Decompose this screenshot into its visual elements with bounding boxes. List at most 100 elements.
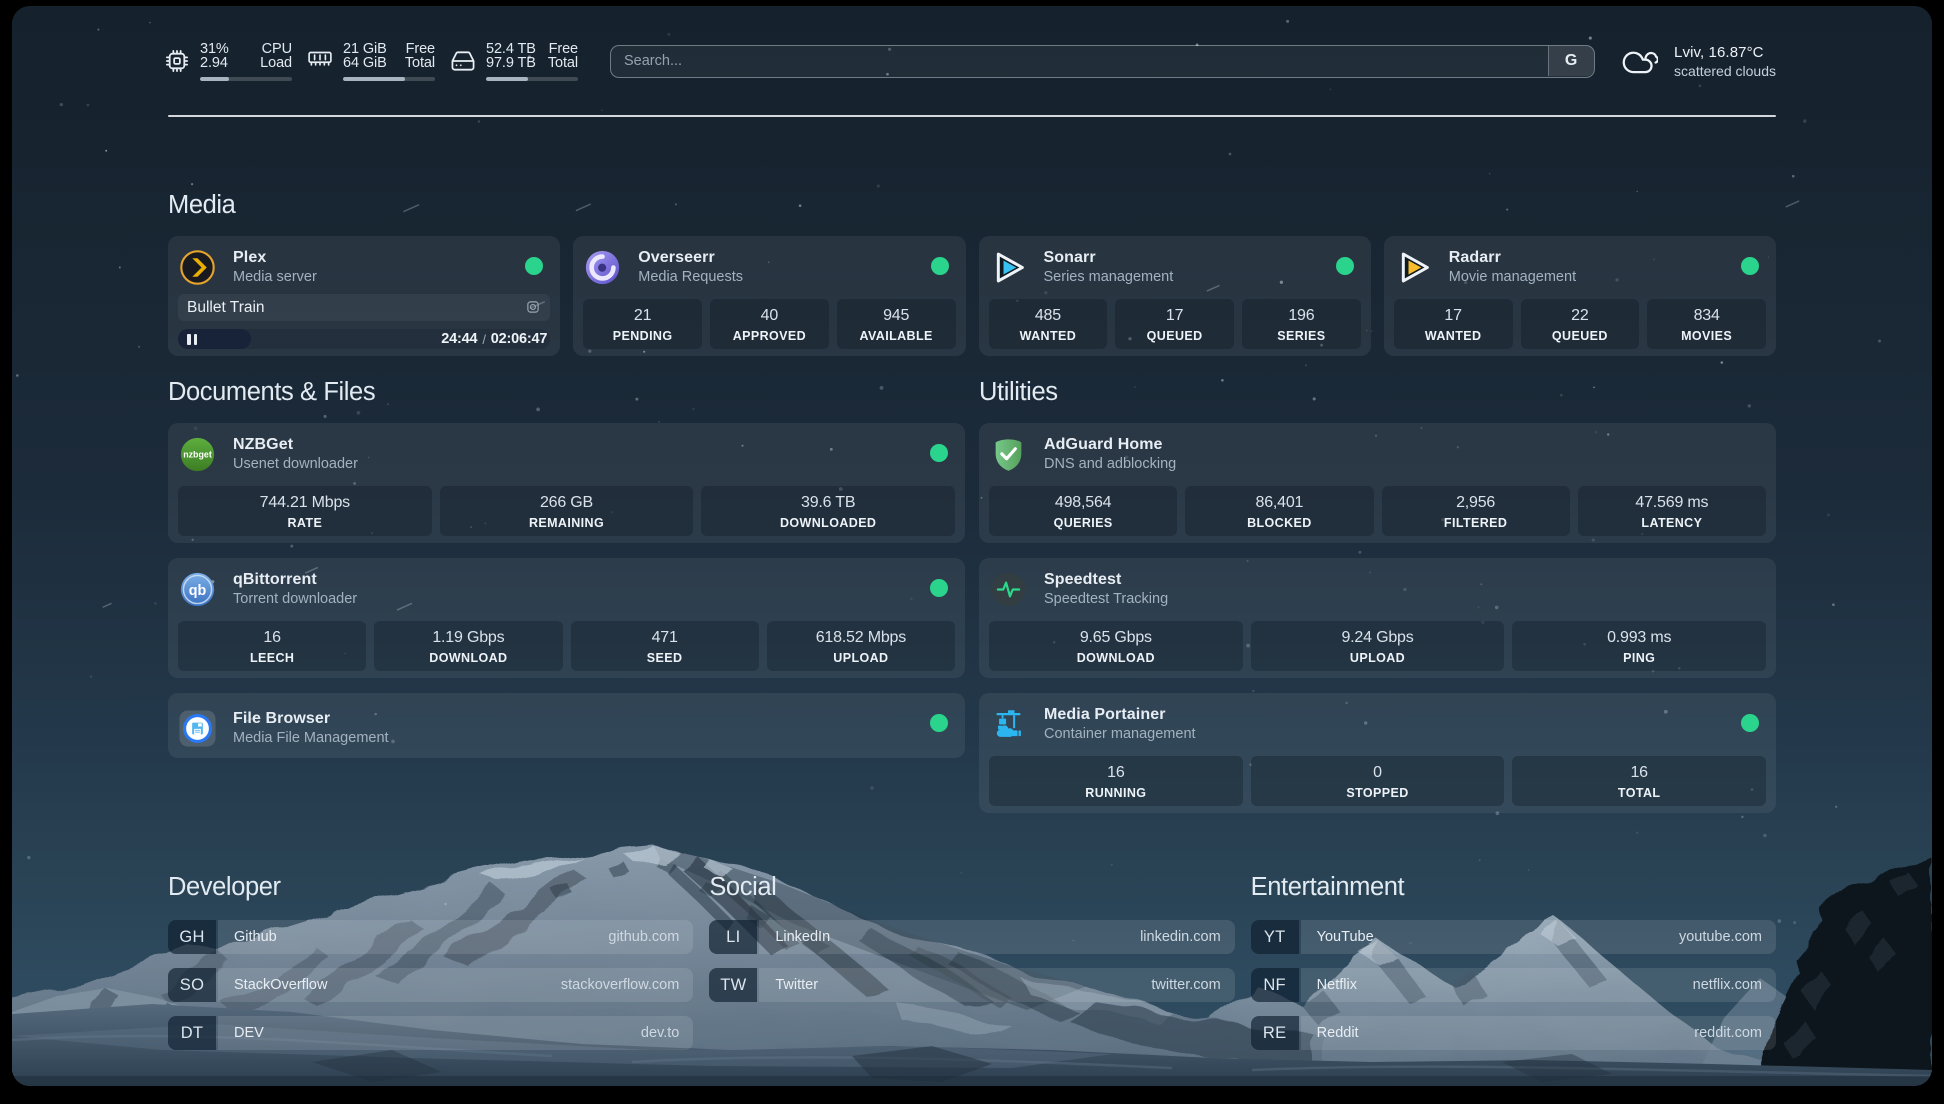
disk-icon xyxy=(450,48,476,74)
bookmark-abbr: NF xyxy=(1250,968,1299,1002)
stat-value: 744.21 Mbps xyxy=(259,494,351,511)
service-groups: Media Plex Media server Bullet Train 24:44… xyxy=(168,190,1776,834)
bookmark-groups: Developer GH Github github.com SO StackOverfl… xyxy=(168,872,1776,1050)
stat-value: 266 GB xyxy=(539,494,594,511)
bookmark-linkedin[interactable]: LI LinkedIn linkedin.com xyxy=(709,920,1235,954)
stat-available: 945 AVAILABLE xyxy=(836,299,956,349)
cpu-label: CPU xyxy=(261,40,292,57)
service-stats: 16 LEECH 1.19 Gbps DOWNLOAD 471 SEED 618.52 Mb… xyxy=(178,621,955,671)
service-titles: Radarr Movie management xyxy=(1449,248,1576,286)
cpu-icon xyxy=(164,48,190,74)
service-header-sonarr: Sonarr Series management xyxy=(989,246,1361,286)
svg-text:nzbget: nzbget xyxy=(183,449,212,459)
stat-value: 47.569 ms xyxy=(1635,494,1709,511)
service-card-media-portainer[interactable]: Media Portainer Container management 16 RUN… xyxy=(979,693,1776,813)
service-stats: 485 WANTED 17 QUEUED 196 SERIES xyxy=(988,299,1361,349)
bookmark-youtube[interactable]: YT YouTube youtube.com xyxy=(1250,920,1776,954)
stat-label: DOWNLOAD xyxy=(429,651,508,665)
service-card-sonarr[interactable]: Sonarr Series management 485 WANTED 17 QUEUED… xyxy=(978,236,1371,356)
stat-value: 196 xyxy=(1288,307,1315,324)
service-card-file-browser[interactable]: File Browser Media File Management xyxy=(168,693,965,758)
service-titles: Media Portainer Container management xyxy=(1044,705,1196,743)
bookmark-reddit[interactable]: RE Reddit reddit.com xyxy=(1250,1016,1776,1050)
service-cards-media: Plex Media server Bullet Train 24:44/02:06… xyxy=(168,236,1776,356)
service-titles: Overseerr Media Requests xyxy=(638,248,743,286)
service-card-speedtest[interactable]: Speedtest Speedtest Tracking 9.65 Gbps DOWN… xyxy=(979,558,1776,678)
stat-rate: 744.21 Mbps RATE xyxy=(178,486,432,536)
bookmark-body: Github github.com xyxy=(218,920,694,954)
stat-value: 86,401 xyxy=(1255,494,1304,511)
weather-location-temp: Lviv, 16.87°C xyxy=(1674,43,1764,61)
memory-usage-bar xyxy=(343,76,435,81)
service-stats: 16 RUNNING 0 STOPPED 16 TOTAL xyxy=(989,756,1767,806)
background-wallpaper xyxy=(12,6,1932,1086)
bookmark-url: netflix.com xyxy=(1692,977,1762,993)
service-stats: 744.21 Mbps RATE 266 GB REMAINING 39.6 TB DOW… xyxy=(178,486,956,536)
bookmark-body: DEV dev.to xyxy=(218,1016,694,1050)
bookmark-stackoverflow[interactable]: SO StackOverflow stackoverflow.com xyxy=(168,968,694,1002)
service-name: Speedtest xyxy=(1044,571,1122,588)
bookmark-abbr: TW xyxy=(709,968,758,1002)
status-dot-online xyxy=(930,444,948,462)
service-titles: Sonarr Series management xyxy=(1044,248,1174,286)
dashboard-screen: 31% CPU 2.94 Load 21 GiB F xyxy=(12,6,1932,1086)
stat-label: STOPPED xyxy=(1346,786,1409,800)
section-title-entertainment: Entertainment xyxy=(1250,873,1405,901)
bookmark-netflix[interactable]: NF Netflix netflix.com xyxy=(1250,968,1776,1002)
pause-icon[interactable] xyxy=(187,333,197,345)
stat-value: 618.52 Mbps xyxy=(815,629,907,646)
bookmark-twitter[interactable]: TW Twitter twitter.com xyxy=(709,968,1235,1002)
playback-position: 24:44 xyxy=(441,331,478,347)
stat-blocked: 86,401 BLOCKED xyxy=(1185,486,1374,536)
stat-value: 17 xyxy=(1444,307,1462,324)
search-input[interactable] xyxy=(610,44,1596,78)
stat-value: 40 xyxy=(760,307,779,324)
stat-label: SEED xyxy=(646,651,683,665)
bookmark-abbr: GH xyxy=(168,920,216,954)
disk-usage-bar xyxy=(486,76,578,81)
stat-value: 16 xyxy=(1630,764,1648,781)
service-card-nzbget[interactable]: nzbget NZBGet Usenet downloader 744.21 Mbp… xyxy=(168,423,965,543)
svg-text:qb: qb xyxy=(189,582,207,598)
service-description: Media File Management xyxy=(233,730,389,746)
section-title-developer: Developer xyxy=(168,873,281,901)
service-card-plex[interactable]: Plex Media server Bullet Train 24:44/02:06… xyxy=(168,236,561,356)
stat-value: 16 xyxy=(263,629,281,646)
service-titles: Plex Media server xyxy=(233,248,317,286)
service-stats: 21 PENDING 40 APPROVED 945 AVAILABLE xyxy=(583,299,956,349)
service-stats: 9.65 Gbps DOWNLOAD 9.24 Gbps UPLOAD 0.993 ms… xyxy=(989,621,1767,671)
service-titles: AdGuard Home DNS and adblocking xyxy=(1044,435,1176,473)
stat-value: 471 xyxy=(651,629,678,646)
cpu-usage-bar xyxy=(200,76,292,81)
search-provider-button[interactable]: G xyxy=(1547,46,1594,76)
stat-label: DOWNLOADED xyxy=(780,516,877,530)
bookmark-name: Github xyxy=(234,929,277,945)
service-card-radarr[interactable]: Radarr Movie management 17 WANTED 22 QUEUED 83… xyxy=(1383,236,1776,356)
stat-label: QUEUED xyxy=(1146,329,1203,343)
stat-value: 0.993 ms xyxy=(1607,629,1672,646)
stat-queries: 498,564 QUERIES xyxy=(989,486,1178,536)
stat-value: 17 xyxy=(1165,307,1184,324)
stat-ping: 0.993 ms PING xyxy=(1512,621,1767,671)
service-name: Media Portainer xyxy=(1044,706,1166,723)
stat-label: SERIES xyxy=(1277,329,1326,343)
stat-value: 945 xyxy=(883,307,910,324)
service-group-utilities: Utilities AdGuard Home DNS and adblocking… xyxy=(979,377,1776,813)
memory-total-label: Total xyxy=(404,55,435,71)
stat-pending: 21 PENDING xyxy=(583,299,702,349)
service-name: Radarr xyxy=(1448,249,1501,266)
stat-total: 16 TOTAL xyxy=(1512,756,1767,806)
now-playing-row: Bullet Train xyxy=(178,294,551,321)
weather-condition: scattered clouds xyxy=(1674,62,1776,79)
service-card-adguard-home[interactable]: AdGuard Home DNS and adblocking 498,564 QUE… xyxy=(979,423,1776,543)
disk-total-value: 97.9 TB xyxy=(486,55,536,71)
bookmark-rows: YT YouTube youtube.com NF Netflix netflix.com… xyxy=(1250,920,1776,1050)
bookmark-github[interactable]: GH Github github.com xyxy=(168,920,694,954)
stat-upload: 9.24 Gbps UPLOAD xyxy=(1250,621,1505,671)
service-description: Speedtest Tracking xyxy=(1044,591,1169,607)
bookmark-abbr: RE xyxy=(1250,1016,1299,1050)
stat-value: 9.24 Gbps xyxy=(1341,629,1414,646)
service-card-overseerr[interactable]: Overseerr Media Requests 21 PENDING 40 APPROV… xyxy=(573,236,966,356)
service-card-qbittorrent[interactable]: qb qBittorrent Torrent downloader 16 LEECH 1… xyxy=(168,558,965,678)
bookmark-dev[interactable]: DT DEV dev.to xyxy=(168,1016,694,1050)
